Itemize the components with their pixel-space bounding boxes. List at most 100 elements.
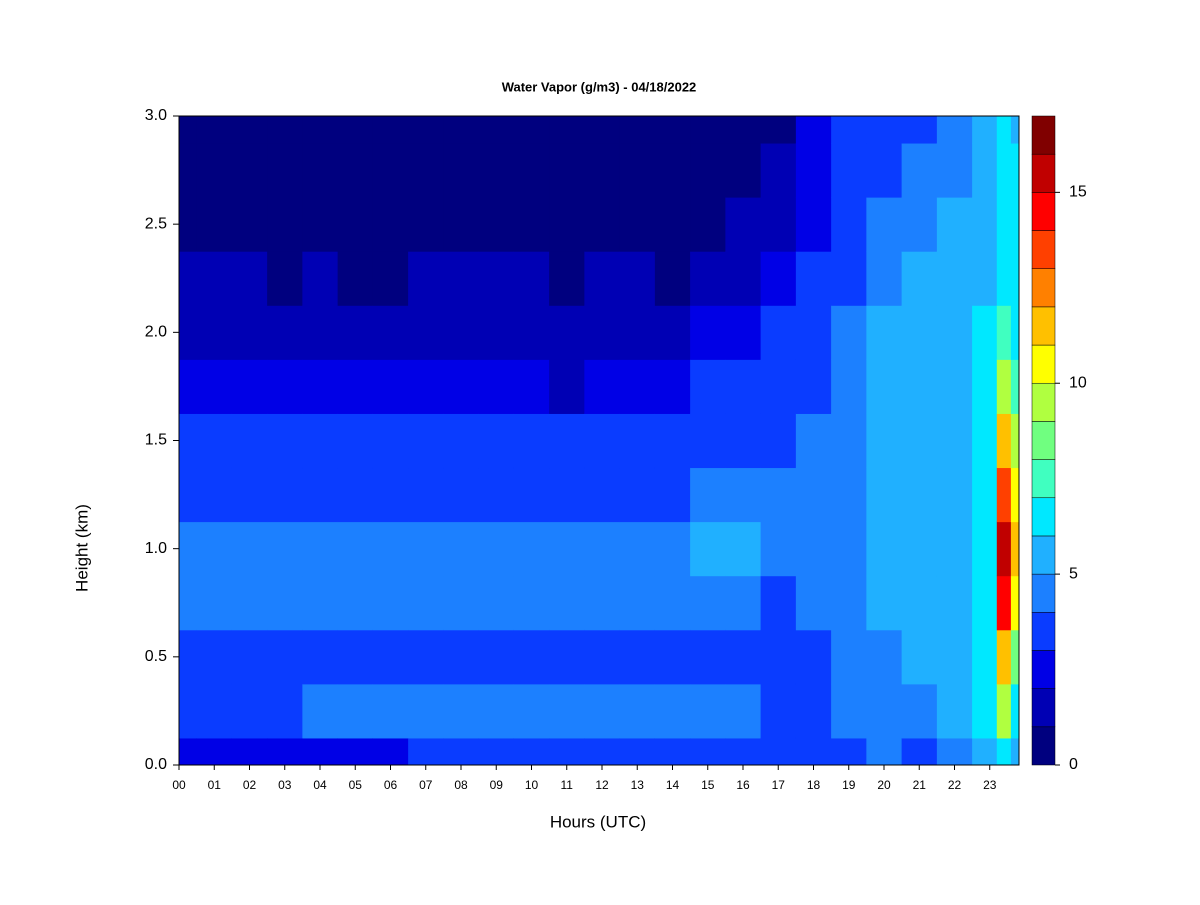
heatmap-cell	[972, 413, 998, 469]
heatmap-cell	[196, 413, 233, 469]
heatmap-cell	[337, 737, 374, 766]
heatmap-cell	[725, 305, 762, 360]
heatmap-cell	[584, 359, 621, 414]
heatmap-cell	[901, 629, 938, 685]
heatmap-cell	[179, 683, 198, 739]
colorbar-band	[1031, 612, 1056, 651]
x-tick-label: 18	[807, 778, 821, 792]
heatmap-cell	[619, 683, 656, 739]
heatmap-cell	[866, 683, 903, 739]
heatmap-cell	[831, 737, 867, 766]
heatmap-cell	[302, 197, 339, 252]
x-tick-label: 07	[419, 778, 433, 792]
heatmap-cell	[408, 143, 444, 198]
heatmap-cell	[901, 467, 938, 523]
heatmap-cell	[901, 305, 938, 360]
heatmap-cell	[337, 521, 374, 577]
heatmap-cell	[267, 251, 303, 306]
heatmap-cell	[196, 116, 233, 144]
heatmap-cell	[866, 629, 903, 685]
heatmap-cell	[901, 116, 938, 144]
colorbar-band	[1031, 726, 1056, 766]
heatmap-cell	[972, 737, 998, 766]
heatmap-cell	[196, 197, 233, 252]
heatmap-cell	[795, 116, 832, 144]
heatmap-cell	[831, 413, 867, 469]
heatmap-cell	[690, 629, 726, 685]
heatmap-cell	[936, 251, 973, 306]
heatmap-cell	[372, 359, 409, 414]
heatmap-cell	[690, 575, 726, 631]
heatmap-cell	[584, 251, 621, 306]
heatmap-cell	[972, 521, 998, 577]
heatmap-cell	[179, 737, 198, 766]
x-tick-label: 10	[525, 778, 539, 792]
heatmap-cell	[936, 521, 973, 577]
x-tick-label: 20	[877, 778, 891, 792]
heatmap-cell	[795, 197, 832, 252]
heatmap-cell	[408, 251, 444, 306]
heatmap-cell	[372, 629, 409, 685]
heatmap-cell	[866, 359, 903, 414]
heatmap-cell	[443, 737, 480, 766]
heatmap-cell	[267, 737, 303, 766]
heatmap-cell	[760, 413, 797, 469]
heatmap-cell	[231, 683, 268, 739]
heatmap-cell	[196, 629, 233, 685]
heatmap-cell	[725, 413, 762, 469]
heatmap-cell	[513, 197, 550, 252]
heatmap-cell	[1010, 143, 1020, 198]
heatmap-cell	[267, 413, 303, 469]
heatmap-cell	[831, 143, 867, 198]
heatmap-cell	[901, 197, 938, 252]
heatmap-cell	[231, 467, 268, 523]
heatmap-cell	[936, 359, 973, 414]
heatmap-cell	[196, 305, 233, 360]
heatmap-cell	[584, 305, 621, 360]
heatmap-cell	[760, 116, 797, 144]
heatmap-cell	[654, 413, 691, 469]
heatmap-cell	[231, 305, 268, 360]
heatmap-cell	[795, 143, 832, 198]
heatmap-cell	[619, 359, 656, 414]
heatmap-cell	[513, 143, 550, 198]
heatmap-cell	[267, 521, 303, 577]
heatmap-cell	[936, 413, 973, 469]
heatmap-cell	[513, 251, 550, 306]
colorbar-tick-label: 5	[1069, 565, 1078, 582]
x-axis-label: Hours (UTC)	[550, 812, 646, 831]
heatmap-cell	[478, 413, 515, 469]
heatmap-cell	[936, 305, 973, 360]
heatmap-cell	[231, 521, 268, 577]
heatmap-cell	[996, 359, 1012, 414]
heatmap-cell	[549, 197, 585, 252]
heatmap-cell	[584, 467, 621, 523]
heatmap-cell	[901, 737, 938, 766]
heatmap-cell	[831, 116, 867, 144]
heatmap-cell	[443, 575, 480, 631]
heatmap-cell	[337, 143, 374, 198]
heatmap-cell	[231, 197, 268, 252]
heatmap-cell	[179, 116, 198, 144]
x-tick-label: 03	[278, 778, 292, 792]
heatmap-cell	[795, 683, 832, 739]
heatmap-cell	[478, 683, 515, 739]
heatmap-cell	[936, 197, 973, 252]
heatmap-cell	[513, 116, 550, 144]
heatmap-cell	[231, 251, 268, 306]
heatmap-cell	[408, 521, 444, 577]
heatmap-cell	[549, 521, 585, 577]
heatmap-cell	[267, 143, 303, 198]
heatmap-cell	[619, 143, 656, 198]
heatmap-cell	[654, 143, 691, 198]
heatmap-cell	[901, 413, 938, 469]
heatmap-cell	[302, 251, 339, 306]
heatmap-cell	[654, 359, 691, 414]
x-tick-label: 14	[666, 778, 680, 792]
heatmap-cell	[901, 251, 938, 306]
heatmap-cell	[866, 413, 903, 469]
heatmap-cell	[690, 737, 726, 766]
x-tick-label: 13	[631, 778, 645, 792]
colorbar-tick-label: 10	[1069, 374, 1087, 391]
